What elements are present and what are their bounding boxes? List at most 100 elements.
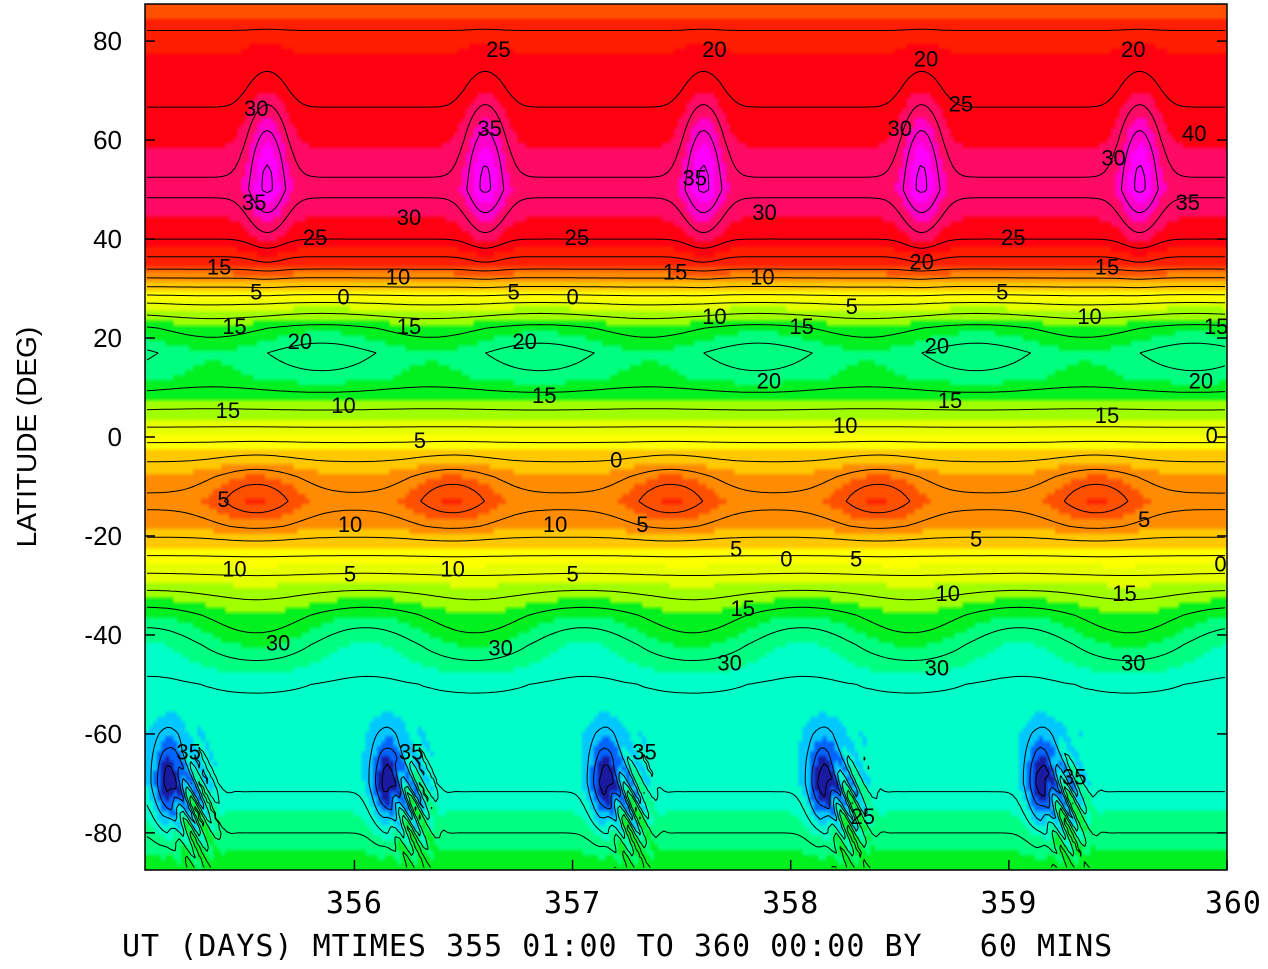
contour-line-15 — [147, 268, 1225, 514]
contour-label: 10 — [750, 264, 774, 289]
y-tick-label: -60 — [84, 719, 122, 749]
contour-label: 35 — [242, 190, 266, 215]
contour-label: 15 — [1095, 403, 1119, 428]
contour-label: 15 — [397, 314, 421, 339]
contour-label: 20 — [1121, 37, 1145, 62]
contour-label: 0 — [1214, 551, 1226, 576]
contour-label: 5 — [730, 537, 742, 562]
contour-label: 0 — [610, 448, 622, 473]
contour-label: 10 — [543, 512, 567, 537]
contour-line-20 — [147, 28, 1225, 263]
contour-line--25 — [146, 675, 1226, 841]
contour-label: 25 — [565, 225, 589, 250]
contour-label: 0 — [1206, 423, 1218, 448]
contour-label: 15 — [1095, 255, 1119, 280]
contour-label: 10 — [833, 413, 857, 438]
contour-label: 5 — [636, 512, 648, 537]
contour-line--30 — [150, 726, 1079, 824]
contour-label: 10 — [338, 512, 362, 537]
filled-contour-field — [145, 4, 1227, 870]
contour-label: 15 — [216, 398, 240, 423]
x-tick-label: 357 — [544, 886, 601, 921]
contour-line--40 — [163, 763, 1050, 798]
contour-label: 5 — [1138, 507, 1150, 532]
contour-line--5 — [146, 302, 1226, 577]
contour-label: 30 — [888, 116, 912, 141]
contour-label: 30 — [925, 655, 949, 680]
contour-label: 5 — [217, 487, 229, 512]
contour-label: 15 — [663, 260, 687, 285]
contour-label: 5 — [850, 547, 862, 572]
x-axis-caption: UT (DAYS) MTIMES 355 01:00 TO 360 00:00 … — [122, 929, 1113, 964]
contour-label: 30 — [1101, 146, 1125, 171]
contour-label: 5 — [566, 561, 578, 586]
contour-line-40 — [261, 164, 1146, 194]
contour-line-30 — [147, 104, 1225, 234]
contour-label: 35 — [1175, 190, 1199, 215]
contour-label: 10 — [702, 304, 726, 329]
contour-label: 5 — [996, 279, 1008, 304]
contour-label: 5 — [846, 294, 858, 319]
contour-label: 20 — [702, 37, 726, 62]
contour-label: 25 — [1001, 225, 1025, 250]
contour-label: 30 — [244, 96, 268, 121]
contour-label: 10 — [222, 556, 246, 581]
contour-label: 5 — [414, 428, 426, 453]
contour-label: 25 — [303, 225, 327, 250]
contour-label: 5 — [508, 279, 520, 304]
contour-label: 5 — [970, 527, 982, 552]
contour-label: 30 — [1121, 650, 1145, 675]
contour-label: 20 — [1189, 368, 1213, 393]
contour-label: 15 — [730, 596, 754, 621]
contour-label: 20 — [512, 329, 536, 354]
contour-label: 15 — [207, 255, 231, 280]
contour-label: 10 — [386, 264, 410, 289]
contour-label: 35 — [682, 165, 706, 190]
contour-label: 30 — [752, 200, 776, 225]
y-axis: 80 60 40 20 0 -20 -40 -60 -80 — [84, 26, 1227, 848]
contour-label: 0 — [780, 547, 792, 572]
contour-label: 15 — [1112, 581, 1136, 606]
y-tick-label: -80 — [84, 818, 122, 848]
x-tick-label: 360 — [1205, 886, 1262, 921]
contour-label: 20 — [288, 329, 312, 354]
contour-label: 20 — [757, 368, 781, 393]
contour-label: 15 — [789, 314, 813, 339]
contour-label: 25 — [486, 37, 510, 62]
contour-label: 15 — [222, 314, 246, 339]
x-tick-label: 356 — [326, 886, 383, 921]
contour-label: 25 — [949, 91, 973, 116]
y-tick-label: 40 — [93, 224, 122, 254]
contour-label: 10 — [1077, 304, 1101, 329]
contour-label: 10 — [331, 393, 355, 418]
y-tick-label: 80 — [93, 26, 122, 56]
contour-label: 5 — [344, 561, 356, 586]
contour-line--35 — [156, 746, 1062, 811]
contour-lines — [146, 28, 1226, 868]
x-tick-label: 358 — [762, 886, 819, 921]
y-tick-label: 0 — [108, 422, 122, 452]
y-tick-label: -20 — [84, 521, 122, 551]
contour-label: 30 — [488, 636, 512, 661]
contour-label: 30 — [717, 650, 741, 675]
y-tick-label: 60 — [93, 125, 122, 155]
contour-label: 20 — [914, 47, 938, 72]
contour-label: 15 — [532, 383, 556, 408]
contour-label: 15 — [1204, 314, 1228, 339]
contour-label: 40 — [1182, 121, 1206, 146]
contour-label: 15 — [938, 388, 962, 413]
contour-label: 10 — [936, 581, 960, 606]
x-tick-label: 359 — [980, 886, 1037, 921]
contour-label: 20 — [909, 250, 933, 275]
contour-label: 35 — [176, 740, 200, 765]
y-axis-label: LATITUDE (DEG) — [11, 327, 42, 547]
contour-line-5 — [147, 286, 1226, 542]
contour-line-35 — [248, 129, 1159, 214]
contour-label: 10 — [440, 556, 464, 581]
y-tick-label: 20 — [93, 323, 122, 353]
x-axis: 356 357 358 359 360 — [326, 860, 1262, 921]
contour-line--20 — [146, 342, 1226, 859]
contour-label: 35 — [1062, 764, 1086, 789]
contour-label: 20 — [925, 334, 949, 359]
contour-label: 25 — [850, 804, 874, 829]
